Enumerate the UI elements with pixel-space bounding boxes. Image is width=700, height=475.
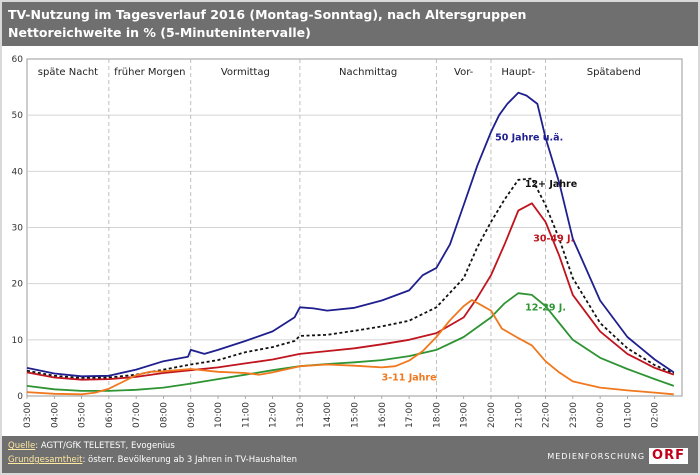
y-tick-label: 30 xyxy=(12,224,24,234)
series-label: 12+ Jahre xyxy=(525,179,577,190)
source-note: Quelle: AGTT/GfK TELETEST, Evogenius xyxy=(8,441,175,451)
x-tick-label: 01:00 xyxy=(623,402,633,428)
source-text: : AGTT/GfK TELETEST, Evogenius xyxy=(35,441,175,451)
period-label: Haupt- xyxy=(501,67,535,78)
x-tick-label: 15:00 xyxy=(351,402,361,428)
population-label: Grundgesamtheit xyxy=(8,455,83,465)
x-tick-label: 14:00 xyxy=(323,402,333,428)
x-tick-label: 10:00 xyxy=(214,402,224,428)
y-tick-label: 10 xyxy=(12,336,24,346)
y-tick-label: 40 xyxy=(12,167,24,177)
brand-text: MEDIENFORSCHUNG xyxy=(547,451,646,461)
period-label: späte Nacht xyxy=(38,67,98,78)
x-tick-label: 12:00 xyxy=(269,402,279,428)
population-note: Grundgesamtheit: österr. Bevölkerung ab … xyxy=(8,455,297,465)
x-tick-label: 03:00 xyxy=(23,402,33,428)
series-line xyxy=(26,292,675,392)
chart-header: TV-Nutzung im Tagesverlauf 2016 (Montag-… xyxy=(2,2,698,46)
y-tick-label: 50 xyxy=(12,111,24,121)
x-tick-label: 16:00 xyxy=(378,402,388,428)
x-tick-label: 19:00 xyxy=(460,402,470,428)
series-line xyxy=(26,91,675,378)
period-label: früher Morgen xyxy=(114,67,185,78)
title-line-1: TV-Nutzung im Tagesverlauf 2016 (Montag-… xyxy=(8,7,527,22)
x-tick-label: 11:00 xyxy=(241,402,251,428)
x-tick-label: 05:00 xyxy=(78,402,88,428)
chart-footer: Quelle: AGTT/GfK TELETEST, Evogenius Gru… xyxy=(2,436,698,473)
x-tick-label: 21:00 xyxy=(514,402,524,428)
x-tick-label: 20:00 xyxy=(487,402,497,428)
series-line xyxy=(26,177,675,379)
series-label: 50 Jahre u.ä. xyxy=(495,132,563,143)
x-tick-label: 13:00 xyxy=(296,402,306,428)
series-line xyxy=(26,299,674,396)
y-tick-label: 20 xyxy=(12,280,24,290)
period-label: Vor- xyxy=(454,67,474,78)
y-tick-label: 60 xyxy=(12,55,24,65)
period-label: Nachmittag xyxy=(339,67,397,78)
x-tick-label: 23:00 xyxy=(569,402,579,428)
x-tick-label: 02:00 xyxy=(651,402,661,428)
x-tick-label: 07:00 xyxy=(132,402,142,428)
population-text: : österr. Bevölkerung ab 3 Jahren in TV-… xyxy=(82,455,298,465)
title-line-2: Nettoreichweite in % (5-Minutenintervall… xyxy=(8,25,311,40)
x-tick-label: 09:00 xyxy=(187,402,197,428)
series-line xyxy=(26,202,675,381)
x-tick-label: 04:00 xyxy=(50,402,60,428)
x-tick-label: 17:00 xyxy=(405,402,415,428)
chart-title: TV-Nutzung im Tagesverlauf 2016 (Montag-… xyxy=(8,6,526,42)
orf-logo: ORF xyxy=(649,448,688,464)
series-label: 30-49 J. xyxy=(533,234,574,245)
x-tick-label: 00:00 xyxy=(596,402,606,428)
period-label: Spätabend xyxy=(587,67,641,78)
x-tick-label: 06:00 xyxy=(105,402,115,428)
brand: MEDIENFORSCHUNG ORF xyxy=(547,448,688,464)
y-tick-label: 0 xyxy=(17,392,23,402)
period-label: Vormittag xyxy=(221,67,270,78)
series-label: 3-11 Jahre xyxy=(382,372,437,383)
source-label: Quelle xyxy=(8,441,36,451)
x-tick-label: 18:00 xyxy=(432,402,442,428)
x-tick-label: 08:00 xyxy=(159,402,169,428)
x-tick-label: 22:00 xyxy=(542,402,552,428)
series-label: 12-29 J. xyxy=(525,303,566,314)
